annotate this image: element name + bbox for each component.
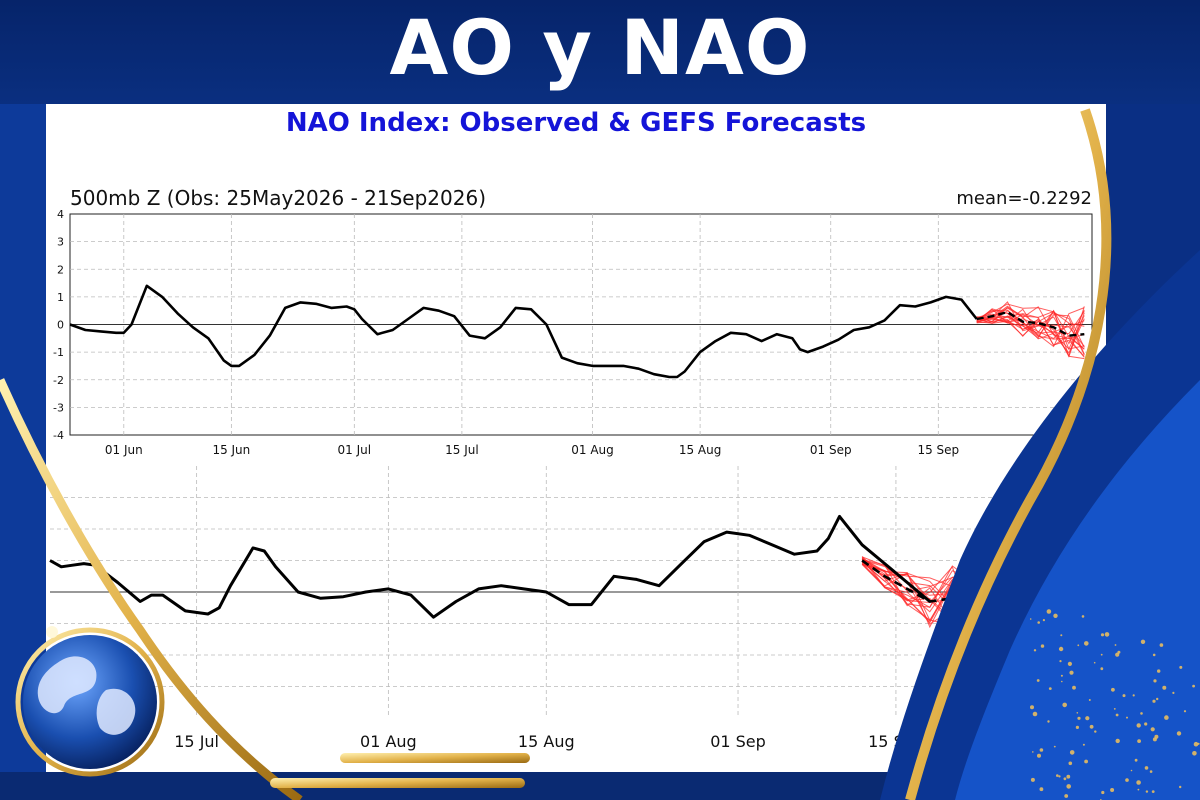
banner-title: AO y NAO [389,3,811,92]
chart-title: NAO Index: Observed & GEFS Forecasts [285,108,867,138]
title-banner: AO y NAO [0,0,1200,104]
panel-label: 500mb Z (Obs: 25May2026 - 21Sep2026) [70,186,486,210]
mean-label: mean=-0.2292 [956,188,1092,209]
